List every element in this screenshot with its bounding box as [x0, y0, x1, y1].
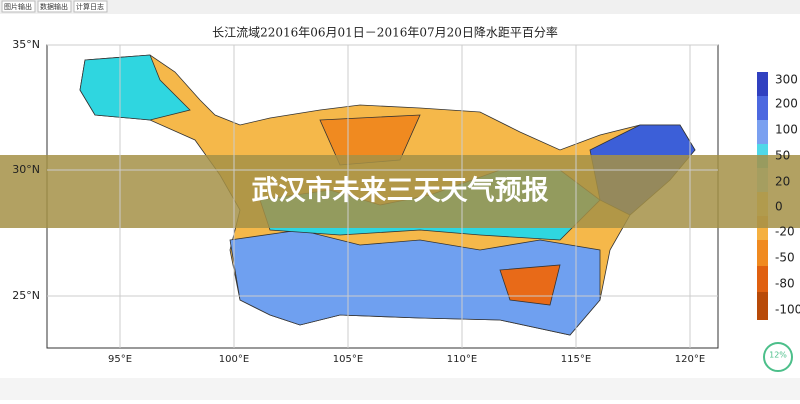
lon-label: 120°E — [675, 354, 705, 365]
colorbar-label: 100 — [775, 123, 798, 137]
toolbar-button-label[interactable]: 数据输出 — [40, 2, 68, 11]
toolbar-button[interactable] — [37, 0, 72, 13]
banner — [0, 155, 800, 228]
map-title: 长江流域22016年06月01日－2016年07月20日降水距平百分率 — [212, 25, 558, 40]
toolbar-button-label[interactable]: 图片输出 — [4, 2, 32, 11]
colorbar-label: -50 — [775, 251, 795, 265]
colorbar-label: -20 — [775, 225, 795, 239]
colorbar-label: 0 — [775, 200, 783, 214]
toolbar-button[interactable] — [73, 0, 108, 13]
colorbar-label: -100 — [775, 303, 800, 317]
colorbar-label: 300 — [775, 73, 798, 87]
lon-label: 100°E — [219, 354, 249, 365]
lat-label: 35°N — [12, 38, 40, 51]
toolbar-button[interactable] — [1, 0, 36, 13]
colorbar-label: 200 — [775, 97, 798, 111]
lon-label: 95°E — [108, 354, 132, 365]
lat-label: 25°N — [12, 289, 40, 302]
colorbar-label: 20 — [775, 175, 790, 189]
colorbar-label: -80 — [775, 277, 795, 291]
toolbar-button-label[interactable]: 计算日志 — [76, 2, 104, 11]
lon-label: 115°E — [561, 354, 591, 365]
footer — [0, 378, 800, 400]
lon-label: 110°E — [447, 354, 477, 365]
banner-title: 武汉市未来三天天气预报 — [252, 175, 549, 207]
toolbar — [0, 0, 800, 14]
lon-label: 105°E — [333, 354, 363, 365]
colorbar-label: 50 — [775, 149, 790, 163]
lat-label: 30°N — [12, 163, 40, 176]
badge-text: 12% — [769, 351, 787, 360]
badge — [763, 342, 793, 372]
